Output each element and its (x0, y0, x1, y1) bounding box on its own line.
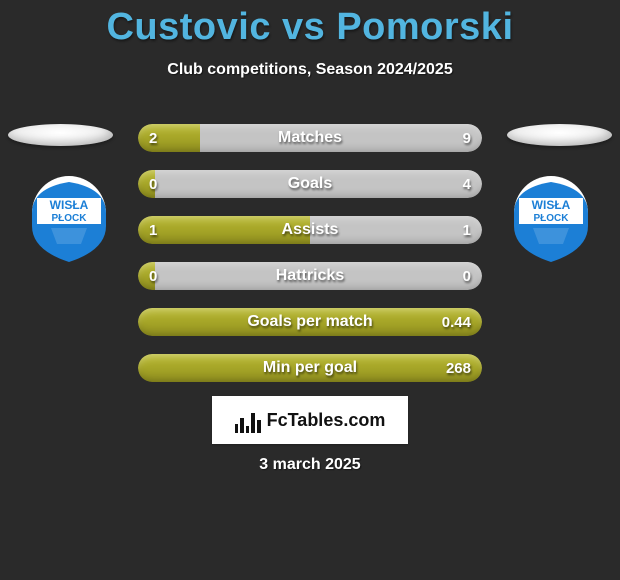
stat-label: Matches (138, 124, 482, 152)
stat-bar: 268Min per goal (138, 354, 482, 382)
stat-label: Hattricks (138, 262, 482, 290)
attribution-text: FcTables.com (267, 410, 386, 431)
stat-label: Assists (138, 216, 482, 244)
bar-chart-icon (235, 407, 261, 433)
player-left-head (8, 124, 113, 146)
stat-label: Min per goal (138, 354, 482, 382)
stat-bar: 0.44Goals per match (138, 308, 482, 336)
stat-bar: 04Goals (138, 170, 482, 198)
svg-text:PŁOCK: PŁOCK (534, 213, 570, 224)
stat-bar: 11Assists (138, 216, 482, 244)
stat-label: Goals (138, 170, 482, 198)
svg-text:PŁOCK: PŁOCK (52, 213, 88, 224)
page-title: Custovic vs Pomorski (0, 0, 620, 49)
subtitle: Club competitions, Season 2024/2025 (0, 61, 620, 79)
stat-bar: 29Matches (138, 124, 482, 152)
club-crest-right: WISŁA PŁOCK (501, 176, 601, 264)
stat-bars: 29Matches 04Goals 11Assists 00Hattricks 0.44… (138, 124, 482, 400)
stat-bar: 00Hattricks (138, 262, 482, 290)
player-right-head (507, 124, 612, 146)
attribution-badge: FcTables.com (212, 396, 408, 444)
date-label: 3 march 2025 (0, 456, 620, 474)
svg-text:WISŁA: WISŁA (50, 198, 89, 212)
stat-label: Goals per match (138, 308, 482, 336)
club-crest-left: WISŁA PŁOCK (19, 176, 119, 264)
svg-text:WISŁA: WISŁA (532, 198, 571, 212)
